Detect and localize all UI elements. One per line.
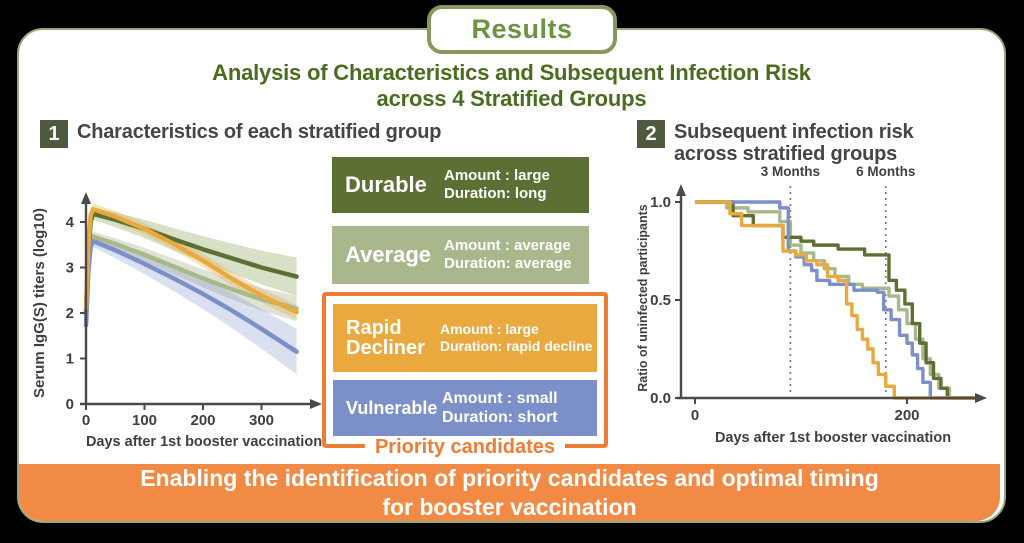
svg-text:0: 0 [82,412,90,429]
legend-average-amount: Amount : average [444,237,571,254]
legend-vulnerable: Vulnerable Amount : small Duration: shor… [333,380,597,436]
infection-risk-chart: 3 Months 6 Months 0.0 0.5 1.0 0 200 Days after … [633,158,1005,458]
svg-text:200: 200 [894,407,919,424]
main-heading-line2: across 4 Stratified Groups [376,86,647,112]
section-2-title-line1: Subsequent infection risk [674,121,914,143]
conclusion-line1: Enabling the identification of priority … [140,465,879,492]
section-2-header: 2 Subsequent infection risk across strat… [637,120,914,165]
legend-rapid-decliner-line1: Rapid [346,316,402,339]
legend-rapid-decliner-name: Rapid Decliner [333,316,440,359]
section-2-number-badge: 2 [637,120,665,148]
results-title: Results [471,14,573,44]
svg-text:200: 200 [190,412,215,429]
svg-text:Serum IgG(S) titers (log10): Serum IgG(S) titers (log10) [31,208,48,398]
conclusion-line2: for booster vaccination [382,493,637,520]
results-title-badge: Results [427,5,617,54]
main-heading-line1: Analysis of Characteristics and Subseque… [212,60,811,85]
legend-vulnerable-name: Vulnerable [346,397,438,418]
section-1-number-badge: 1 [40,120,68,148]
legend-vulnerable-duration: Duration: short [442,409,558,426]
svg-text:Days after 1st booster vaccina: Days after 1st booster vaccination [715,430,951,446]
svg-text:Days after 1st booster vaccina: Days after 1st booster vaccination [86,434,322,450]
legend-durable-name: Durable [345,171,427,197]
section-2-title-line2: across stratified groups [674,142,898,165]
svg-text:3: 3 [66,260,74,277]
legend-durable-amount: Amount : large [444,167,550,184]
legend-durable-duration: Duration: long [444,185,547,202]
legend-rapid-decliner-amount: Amount : large [440,321,539,338]
legend-durable: Durable Amount : large Duration: long [332,157,589,213]
legend-rapid-decliner-duration: Duration: rapid decline [440,338,593,354]
svg-text:100: 100 [132,412,157,429]
priority-candidates-label: Priority candidates [364,436,566,459]
svg-text:1: 1 [66,351,74,368]
legend-rapid-decliner-line2: Decliner [346,337,425,359]
legend-average-duration: Duration: average [444,255,572,272]
section-1-title: Characteristics of each stratified group [77,121,442,143]
svg-text:0.0: 0.0 [650,390,671,407]
svg-text:3 Months: 3 Months [761,164,820,179]
svg-text:6 Months: 6 Months [856,164,915,179]
svg-text:0: 0 [66,396,74,413]
legend-rapid-decliner: Rapid Decliner Amount : large Duration: … [333,304,597,372]
section-2-title: Subsequent infection risk across stratif… [674,120,914,165]
svg-text:300: 300 [249,412,274,429]
legend-vulnerable-amount: Amount : small [442,389,558,407]
priority-candidates-box: Rapid Decliner Amount : large Duration: … [322,292,608,459]
main-heading: Analysis of Characteristics and Subseque… [17,60,1006,113]
svg-text:Ratio of uninfected participan: Ratio of uninfected participants [636,204,650,392]
svg-text:0: 0 [691,407,699,424]
svg-text:0.5: 0.5 [650,292,671,309]
titer-chart: 0 100 200 300 0 1 2 3 4 Days after 1st booster va… [28,146,328,458]
svg-text:1.0: 1.0 [650,194,671,211]
titer-chart-svg: 0 100 200 300 0 1 2 3 4 Days after 1st booster va… [31,192,322,450]
section-1-header: 1 Characteristics of each stratified gro… [40,120,442,148]
infection-risk-chart-svg: 3 Months 6 Months 0.0 0.5 1.0 0 200 Days after … [636,164,987,446]
svg-text:2: 2 [66,305,74,322]
legend-average-name: Average [345,241,432,267]
svg-text:4: 4 [66,214,75,231]
conclusion-banner: Enabling the identification of priority … [19,464,1000,521]
legend-average: Average Amount : average Duration: avera… [332,226,589,284]
